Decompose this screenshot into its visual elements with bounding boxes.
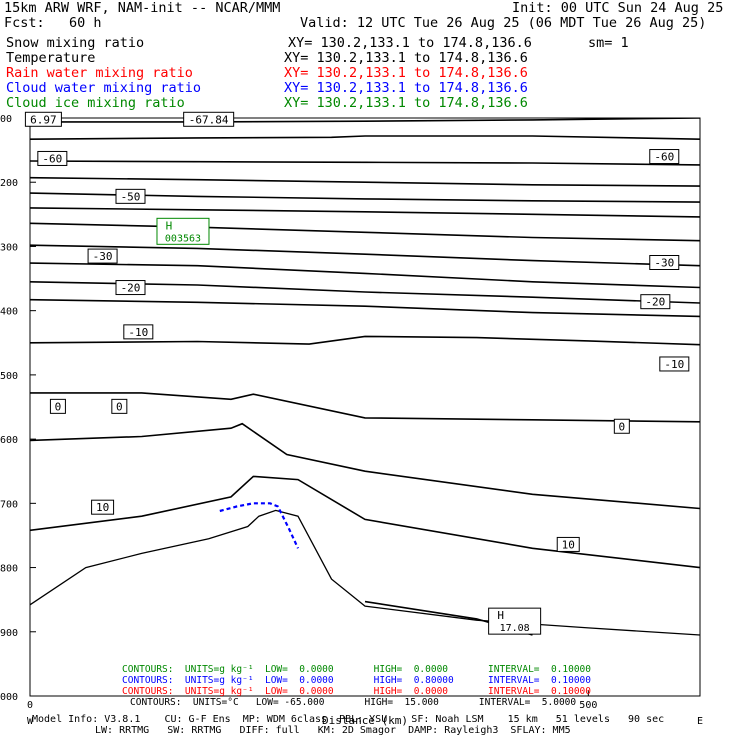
contour-label-box <box>111 398 128 414</box>
contour-label-box <box>115 188 146 204</box>
contour-label: 0 <box>116 400 123 413</box>
isotherm-line <box>30 176 700 187</box>
contour-label: 0 <box>619 420 626 433</box>
max-marker-letter: H <box>166 219 173 232</box>
x-tick-label: 500 <box>579 700 597 711</box>
contour-label-box <box>87 248 118 264</box>
contour-label-box <box>123 324 154 340</box>
y-tick-label: 400 <box>0 307 18 318</box>
contour-label: 10 <box>96 501 109 514</box>
contour-label: 10 <box>562 538 575 551</box>
model-title: 15km ARW WRF, NAM-init -- NCAR/MMM <box>4 0 281 16</box>
contour-label: -20 <box>121 282 141 295</box>
y-tick-label: 200 <box>0 178 18 189</box>
contour-info-line: CONTOURS: UNITS=g kg⁻¹ LOW= 0.0000 HIGH=… <box>122 675 591 686</box>
east-label: E <box>697 716 703 727</box>
model-info-line: Model Info: V3.8.1 CU: G-F Ens MP: WDM 6… <box>32 714 665 725</box>
contour-label-box <box>659 356 690 372</box>
west-label: W <box>27 716 34 727</box>
contour-label-box <box>37 150 68 166</box>
max-marker-value: 17.08 <box>500 623 530 634</box>
contour-label-box <box>556 536 580 552</box>
contour-info-line: CONTOURS: UNITS=g kg⁻¹ LOW= 0.0000 HIGH=… <box>122 686 591 697</box>
isotherm-line <box>30 207 700 218</box>
isotherm-line <box>30 392 700 423</box>
cloud-water-contour <box>219 502 299 549</box>
field-name: Rain water mixing ratio <box>6 65 193 81</box>
terrain-line <box>30 509 700 636</box>
contour-label-box <box>640 294 671 310</box>
field-xy-range: XY= 130.2,133.1 to 174.8,136.6 <box>284 65 528 81</box>
isotherm-line <box>30 335 700 346</box>
field-xy-range: XY= 130.2,133.1 to 174.8,136.6 <box>284 95 528 111</box>
contour-label: 6.97 <box>30 113 57 126</box>
physics-info-line: LW: RRTMG SW: RRTMG DIFF: full KM: 2D Sm… <box>95 725 571 736</box>
contour-label-box <box>49 398 66 414</box>
contour-label-box <box>613 418 630 434</box>
field-name: Snow mixing ratio <box>6 35 145 51</box>
field-xy-range: XY= 130.2,133.1 to 174.8,136.6 <box>288 35 532 51</box>
field-name: Cloud water mixing ratio <box>6 80 202 96</box>
field-xy-range: XY= 130.2,133.1 to 174.8,136.6 <box>284 80 528 96</box>
y-tick-label: 600 <box>0 435 18 446</box>
isotherm-line <box>30 135 700 140</box>
x-tick-label: 0 <box>27 700 33 711</box>
isotherm-line <box>30 160 700 166</box>
contour-label: -67.84 <box>189 113 229 126</box>
contour-label: -50 <box>121 190 141 203</box>
contour-label: -60 <box>42 152 62 165</box>
init-time: Init: 00 UTC Sun 24 Aug 25 <box>512 0 724 16</box>
isotherm-line <box>30 475 700 569</box>
x-axis-label: Distance (km) <box>322 714 408 727</box>
forecast-hour: Fcst: 60 h <box>4 15 102 31</box>
contour-label-box <box>183 111 235 127</box>
y-tick-label: 300 <box>0 242 18 253</box>
field-xy-range: XY= 130.2,133.1 to 174.8,136.6 <box>284 50 528 66</box>
contour-label: -30 <box>654 257 674 270</box>
isotherm-line <box>30 222 700 242</box>
contour-label: -20 <box>645 296 665 309</box>
y-tick-label: 00 <box>0 114 12 125</box>
smoothing-setting: sm= 1 <box>588 35 629 51</box>
plot-frame <box>29 117 701 697</box>
contour-label: 0 <box>55 400 62 413</box>
max-marker-box <box>488 607 542 635</box>
y-tick-label: 500 <box>0 371 18 382</box>
y-tick-label: 800 <box>0 564 18 575</box>
isotherm-line <box>30 244 700 267</box>
contour-label: -10 <box>664 358 684 371</box>
contour-label: -10 <box>128 326 148 339</box>
max-marker-value: 003563 <box>165 233 201 244</box>
isotherm-line <box>30 298 700 318</box>
contour-label-box <box>91 499 115 515</box>
contour-info-line: CONTOURS: UNITS=°C LOW= -65.000 HIGH= 15… <box>130 697 577 708</box>
contour-info-line: CONTOURS: UNITS=g kg⁻¹ LOW= 0.0000 HIGH=… <box>122 664 591 675</box>
contour-label-box <box>649 149 680 165</box>
contour-label-box <box>115 280 146 296</box>
contour-label-box <box>649 255 680 270</box>
isotherm-line <box>30 118 700 123</box>
max-marker-box <box>156 217 210 245</box>
field-name: Cloud ice mixing ratio <box>6 95 185 111</box>
max-marker-letter: H <box>497 609 504 622</box>
field-name: Temperature <box>6 50 96 66</box>
y-tick-label: 900 <box>0 628 18 639</box>
isotherm-line <box>30 422 700 510</box>
valid-time: Valid: 12 UTC Tue 26 Aug 25 (06 MDT Tue … <box>300 15 707 31</box>
y-tick-label: 700 <box>0 499 18 510</box>
contour-label: -30 <box>93 250 113 263</box>
contour-label-box <box>24 111 62 127</box>
isotherm-line <box>30 262 700 289</box>
y-tick-label: 000 <box>0 692 18 703</box>
contour-label: -60 <box>654 151 674 164</box>
